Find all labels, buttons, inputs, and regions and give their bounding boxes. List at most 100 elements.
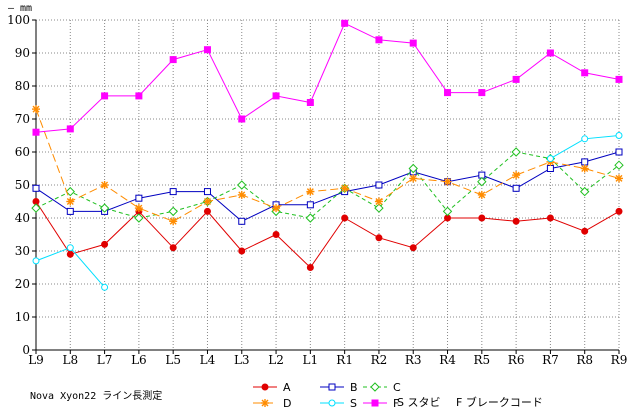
data-point-b	[32, 184, 40, 192]
data-point-f	[512, 75, 520, 83]
y-tick-label: 20	[15, 277, 30, 291]
chart-note: Nova Xyon22 ライン長測定	[30, 389, 162, 402]
star-stroke	[272, 204, 280, 212]
data-point-f	[306, 99, 314, 106]
data-point-c	[134, 213, 144, 223]
data-point-d	[409, 174, 418, 183]
unit-label: — mm	[8, 3, 32, 14]
data-point-a	[375, 234, 383, 242]
x-tick-label: R3	[405, 353, 422, 367]
y-tick-label: 0	[22, 343, 30, 357]
data-point-c	[374, 203, 384, 213]
legend-item-c: C	[363, 381, 401, 394]
legend: A B C D S F	[253, 381, 401, 410]
data-point-a	[169, 244, 177, 252]
data-point-d	[615, 174, 623, 183]
x-tick-labels: L9 L8 L7 L6 L5 L4 L3 L2 L1 R1 R2 R3 R4 R5 R6 R7 R8 R9	[28, 353, 627, 367]
data-point-a	[615, 207, 623, 215]
star-stroke	[238, 191, 246, 199]
x-tick-label: R9	[611, 353, 628, 367]
y-tick-label: 50	[15, 178, 30, 192]
data-point-a	[409, 244, 417, 252]
x-tick-label: R6	[508, 353, 525, 367]
series-d	[32, 105, 623, 226]
star-stroke	[581, 165, 589, 172]
series-line-c	[35, 151, 620, 219]
axes	[32, 19, 620, 354]
data-point-b	[306, 201, 314, 209]
data-point-f	[375, 36, 383, 44]
star-stroke	[261, 399, 269, 407]
data-point-a	[66, 250, 74, 258]
data-point-d	[477, 190, 486, 199]
data-point-f	[615, 75, 623, 83]
series-line-f	[35, 22, 620, 133]
y-tick-label: 90	[15, 46, 30, 60]
data-point-f	[581, 69, 589, 77]
data-point-f	[478, 89, 486, 97]
x-tick-label: L3	[234, 353, 250, 367]
data-point-f	[203, 46, 211, 54]
data-point-b	[238, 217, 246, 225]
x-tick-label: R4	[439, 353, 456, 367]
legend-item-s: S	[320, 397, 357, 410]
data-point-b	[581, 158, 589, 166]
y-tick-label: 100	[7, 13, 30, 27]
data-point-c	[511, 147, 521, 157]
x-tick-label: L8	[62, 353, 78, 367]
series-line-d	[35, 108, 620, 222]
data-point-b	[512, 184, 520, 192]
data-point-b	[203, 188, 211, 196]
star-stroke	[444, 178, 452, 186]
y-tick-label: 40	[15, 211, 30, 225]
data-point-f	[238, 115, 246, 123]
x-tick-label: L2	[268, 353, 284, 367]
data-point-f	[32, 128, 40, 136]
star-stroke	[135, 204, 143, 212]
star-stroke	[66, 198, 74, 205]
star-stroke	[203, 198, 211, 205]
stabi-note: S スタビ	[397, 396, 440, 409]
y-tick-labels: 0 10 20 30 40 50 60 70 80 90 100	[7, 13, 30, 357]
data-point-d	[134, 204, 143, 213]
x-tick-label: L7	[97, 353, 113, 367]
data-point-a	[203, 207, 211, 215]
x-tick-label: L5	[165, 353, 181, 367]
data-point-d	[203, 197, 212, 206]
data-point-f	[341, 19, 349, 27]
data-point-s	[615, 132, 623, 139]
data-point-a	[341, 214, 349, 222]
series-s	[32, 132, 623, 291]
star-stroke	[306, 188, 314, 196]
data-point-c	[65, 186, 76, 197]
star-stroke	[101, 181, 109, 189]
brake-note: F ブレークコード	[456, 395, 543, 409]
data-point-a	[581, 227, 589, 235]
series-a	[32, 198, 623, 271]
data-point-d	[306, 187, 315, 196]
series-group	[31, 19, 624, 291]
star-stroke	[512, 171, 520, 179]
legend-marker	[370, 382, 380, 392]
data-point-s	[101, 283, 109, 291]
data-point-f	[444, 89, 452, 97]
series-line-a	[35, 201, 620, 269]
data-point-f	[101, 92, 109, 100]
legend-item-b: B	[320, 381, 358, 394]
data-point-f	[546, 49, 554, 57]
data-point-f	[66, 125, 74, 133]
data-point-c	[305, 213, 316, 223]
data-point-f	[169, 56, 177, 64]
x-tick-label: R5	[473, 353, 490, 367]
data-point-c	[408, 163, 418, 174]
legend-label: D	[283, 397, 291, 410]
x-tick-label: R1	[336, 353, 353, 367]
data-point-a	[512, 217, 520, 225]
legend-marker	[328, 399, 336, 407]
series-line-b	[35, 151, 620, 222]
data-point-d	[272, 204, 281, 213]
legend-item-a: A	[253, 381, 291, 394]
x-tick-label: L9	[28, 353, 44, 367]
data-point-b	[615, 148, 623, 156]
